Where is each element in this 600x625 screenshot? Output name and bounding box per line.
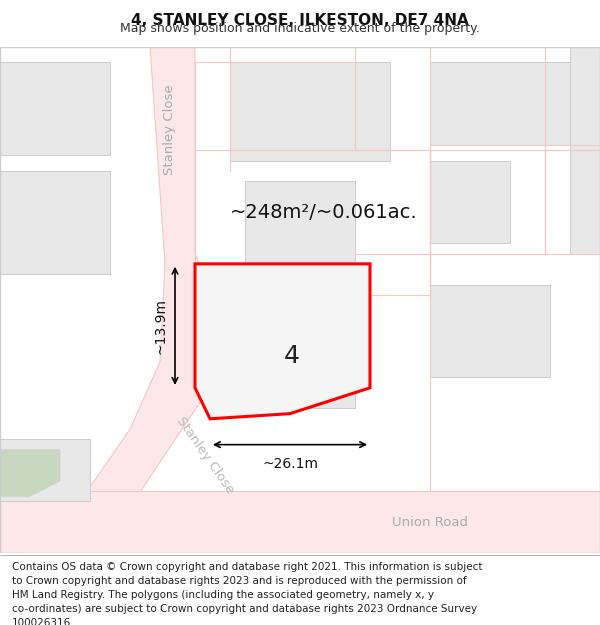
- Bar: [245, 326, 355, 409]
- Bar: [430, 284, 550, 378]
- Text: Stanley Close: Stanley Close: [163, 84, 176, 175]
- Text: Contains OS data © Crown copyright and database right 2021. This information is : Contains OS data © Crown copyright and d…: [12, 562, 482, 625]
- Polygon shape: [0, 450, 60, 496]
- Bar: [430, 161, 510, 243]
- Text: 4: 4: [284, 344, 299, 368]
- Bar: [0, 439, 90, 501]
- Text: ~13.9m: ~13.9m: [153, 298, 167, 354]
- Text: 4, STANLEY CLOSE, ILKESTON, DE7 4NA: 4, STANLEY CLOSE, ILKESTON, DE7 4NA: [131, 13, 469, 28]
- Bar: [570, 47, 600, 254]
- Text: ~26.1m: ~26.1m: [262, 457, 318, 471]
- Bar: [230, 62, 390, 161]
- Polygon shape: [30, 47, 230, 553]
- Polygon shape: [0, 491, 600, 553]
- Bar: [430, 62, 590, 145]
- Text: Map shows position and indicative extent of the property.: Map shows position and indicative extent…: [120, 22, 480, 35]
- Text: Stanley Close: Stanley Close: [173, 414, 236, 496]
- Text: ~248m²/~0.061ac.: ~248m²/~0.061ac.: [230, 202, 418, 222]
- Bar: [0, 171, 110, 274]
- Bar: [0, 62, 110, 156]
- Text: Union Road: Union Road: [392, 516, 468, 529]
- Polygon shape: [195, 264, 370, 419]
- Bar: [245, 181, 355, 274]
